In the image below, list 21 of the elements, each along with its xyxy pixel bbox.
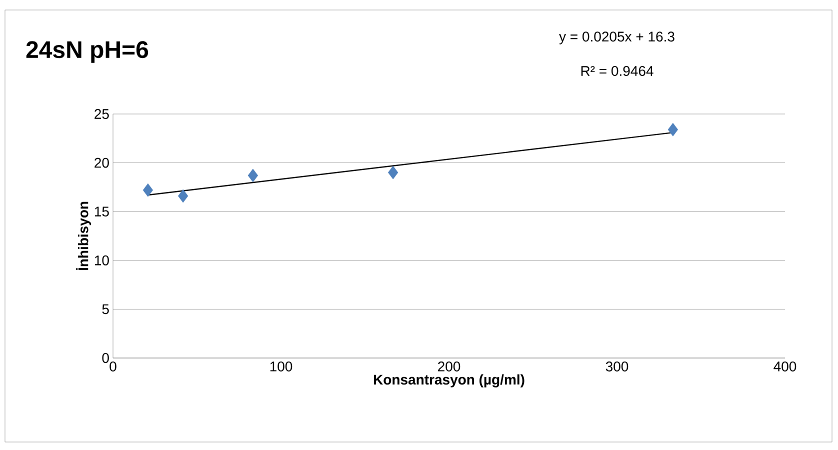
text: R² = 0.9464 (581, 66, 654, 76)
chart-title: 24sN pH=6 (26, 41, 148, 63)
point (178, 189, 188, 203)
x-tick-label: 400 (774, 362, 796, 372)
y-tick-label: 20 (94, 158, 109, 168)
x-tick-label: 300 (606, 362, 628, 372)
text: y = 0.0205x + 16.3 (559, 32, 674, 44)
x-tick-label: 100 (270, 362, 292, 372)
y-tick-label: 15 (94, 206, 109, 216)
point (142, 183, 154, 197)
x-axis-title: Konsantrasyon (µg/ml) (374, 374, 524, 388)
x-tick-label: 0 (110, 362, 116, 372)
point (668, 122, 678, 136)
y-tick-label: 0 (102, 353, 109, 363)
x-tick-label: 200 (438, 362, 460, 372)
y-tick-label: 25 (94, 109, 109, 119)
y-tick-label: 10 (94, 255, 109, 266)
y-tick-label: 5 (102, 304, 109, 314)
point (248, 168, 258, 182)
y-axis-title: İnhibisyon (76, 202, 92, 270)
point (388, 166, 398, 180)
